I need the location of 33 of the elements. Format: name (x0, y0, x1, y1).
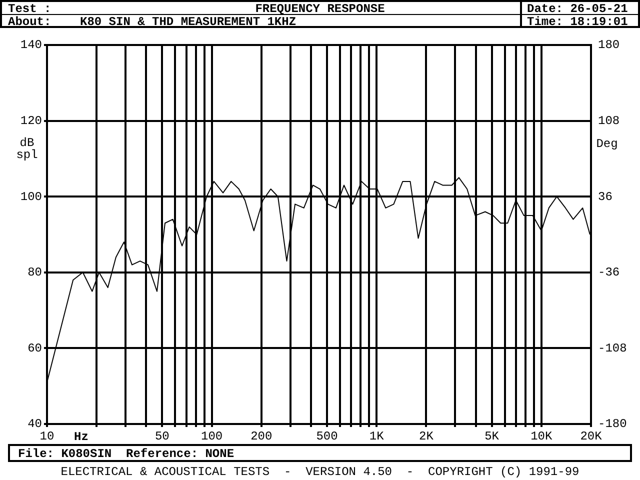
y-tick-label: 140 (20, 38, 42, 52)
text: Time: 18:19:01 (527, 15, 628, 29)
x-axis-title: Hz (74, 430, 88, 444)
text: About: (8, 15, 52, 29)
y2-tick-label: -36 (598, 266, 620, 280)
x-tick-label: 10K (530, 429, 553, 444)
y-axis-title: dB spl (15, 136, 39, 162)
x-tick-label: 20K (580, 429, 603, 444)
y2-tick-label: 36 (598, 190, 612, 204)
y2-tick-label: 108 (598, 114, 620, 128)
text: ELECTRICAL & ACOUSTICAL TESTS - VERSION 4.50 - COPYRIGHT (C) 1991-99 (60, 465, 580, 479)
x-tick-label: 100 (200, 429, 223, 444)
text: K80 SIN & THD MEASUREMENT 1KHZ (80, 15, 296, 29)
y-tick-label: 80 (28, 266, 42, 280)
y2-tick-label: -180 (598, 417, 627, 432)
y-tick-label: 60 (28, 341, 42, 356)
x-tick-label: 1K (369, 429, 385, 444)
x-tick-label: 2K (419, 429, 434, 444)
x-tick-label: 5K (484, 429, 500, 444)
x-tick-label: 10 (40, 429, 54, 444)
y2-axis-title: Deg (595, 137, 619, 151)
y2-tick-label: -108 (598, 341, 627, 356)
x-tick-label: 50 (154, 429, 170, 444)
y-tick-label: 40 (28, 417, 42, 432)
y2-tick-label: 180 (598, 38, 620, 52)
text: File: K080SIN Reference: NONE (18, 447, 234, 461)
y-tick-label: 120 (20, 114, 42, 128)
x-tick-label: 500 (316, 429, 338, 444)
chart-title: FREQUENCY RESPONSE (254, 2, 386, 16)
text: Date: 26-05-21 (527, 2, 628, 16)
y-tick-label: 100 (20, 190, 42, 204)
x-tick-label: 200 (250, 429, 272, 444)
text: Test : (8, 2, 52, 16)
